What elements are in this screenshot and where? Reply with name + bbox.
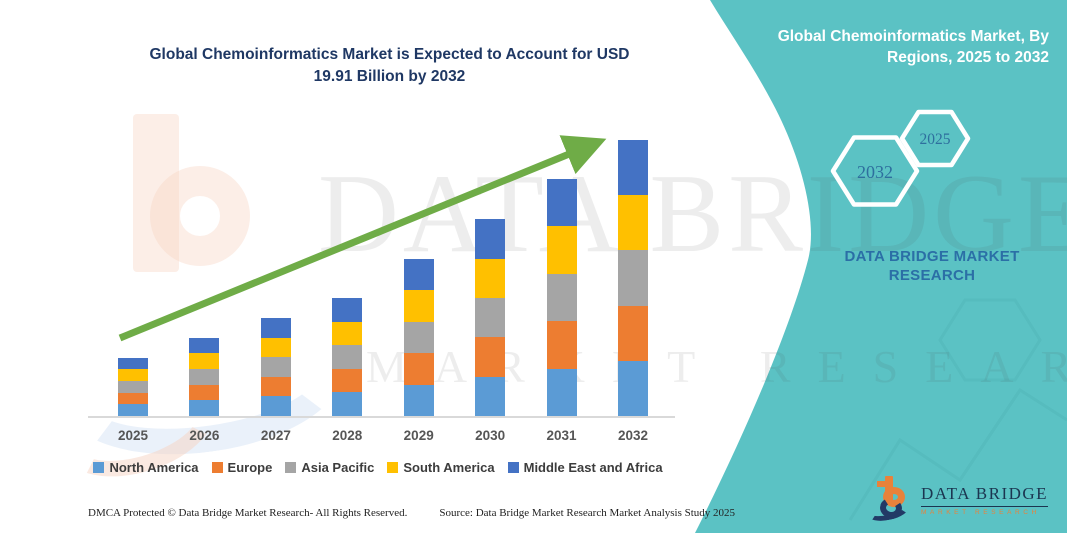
bar-segment-2025-south-america [118,369,148,382]
bar-segment-2032-europe [617,305,648,361]
legend-item-asia-pacific: Asia Pacific [285,460,374,475]
bar-segment-2030-south-america [475,258,506,298]
bar-segment-2030-middle-east-and-africa [475,219,506,259]
bar-chart-plot-area [88,137,675,418]
bar-segment-2026-europe [189,384,220,401]
legend-item-europe: Europe [211,460,273,475]
bar-segment-2031-europe [546,321,577,369]
bar-segment-2028-north-america [332,392,363,416]
bar-segment-2029-middle-east-and-africa [403,258,434,291]
teal-panel-shape [695,0,1067,533]
legend-label: South America [403,460,495,475]
x-axis-label-2025: 2025 [117,428,149,443]
bar-segment-2030-north-america [475,376,506,416]
footer: DMCA Protected © Data Bridge Market Rese… [88,507,735,519]
stacked-bar-2027 [260,318,291,416]
bar-segment-2031-south-america [546,226,577,274]
x-axis-label-2032: 2032 [617,428,648,443]
legend-swatch [93,462,105,473]
bar-segment-2025-middle-east-and-africa [118,357,148,370]
bar-segment-2026-middle-east-and-africa [189,337,220,354]
stacked-bar-2032 [617,140,648,416]
panel-brand-text: DATA BRIDGE MARKET RESEARCH [844,248,1020,284]
hexagon-small-year: 2025 [920,131,951,148]
bar-segment-2032-middle-east-and-africa [617,140,648,196]
bar-segment-2025-europe [118,392,148,405]
bar-segment-2027-asia-pacific [260,357,291,377]
x-axis-labels: 2025 2026 2027 2028 2029 2030 2031 2032 [88,428,675,443]
legend-swatch [285,462,297,473]
bar-segment-2025-north-america [118,404,148,416]
x-axis-label-2026: 2026 [189,428,220,443]
legend-item-south-america: South America [387,460,495,475]
legend-label: Asia Pacific [301,460,375,475]
legend-swatch [507,462,519,473]
logo-flag-shape [877,481,886,487]
company-logo: DATA BRIDGE MARKET RESEARCH [865,472,1062,528]
bar-segment-2030-europe [475,337,506,377]
bar-segment-2028-middle-east-and-africa [332,298,363,322]
hexagon-large [830,135,920,207]
logo-name: DATA BRIDGE [921,484,1049,503]
x-axis-label-2027: 2027 [260,428,291,443]
x-axis-label-2028: 2028 [332,428,363,443]
bar-segment-2027-north-america [260,396,291,416]
bar-segment-2027-europe [260,376,291,397]
bar-segment-2028-south-america [332,321,363,346]
stacked-bar-2028 [332,298,363,416]
bar-segment-2029-asia-pacific [403,321,434,354]
bar-segment-2026-asia-pacific [189,368,220,385]
x-axis-label-2029: 2029 [403,428,434,443]
x-axis-label-2030: 2030 [475,428,506,443]
hexagon-large-year: 2032 [857,162,893,182]
legend-label: Europe [227,460,273,475]
legend-label: North America [109,460,199,475]
panel-heading: Global Chemoinformatics Market, By Regio… [777,28,1049,66]
logo-swoosh-shape [865,497,911,525]
x-axis-label-2031: 2031 [546,428,577,443]
bar-segment-2029-north-america [403,384,434,416]
bar-segment-2032-south-america [617,195,648,251]
stacked-bar-2026 [189,337,220,416]
logo-tagline: MARKET RESEARCH [921,509,1040,516]
bar-segment-2028-europe [332,368,363,393]
bar-segment-2030-asia-pacific [475,297,506,338]
bar-segment-2031-north-america [546,368,577,416]
bar-segment-2032-north-america [617,360,648,416]
panel-watermark-lines [848,298,1067,521]
bar-segment-2027-middle-east-and-africa [260,318,291,338]
stacked-bar-2029 [403,258,434,416]
legend-swatch [387,462,399,473]
bar-segment-2028-asia-pacific [332,345,363,369]
stacked-bar-2030 [475,219,506,416]
chart-title: Global Chemoinformatics Market is Expect… [149,46,630,85]
company-logo-icon [865,476,912,525]
bar-segment-2026-south-america [189,353,220,369]
bar-segment-2031-middle-east-and-africa [546,178,577,227]
logo-bowl-shape [883,487,905,507]
legend-swatch [211,462,223,473]
bar-segment-2031-asia-pacific [546,273,577,322]
stacked-bar-2025 [118,357,148,416]
bar-segment-2025-asia-pacific [118,381,148,393]
bar-segment-2032-asia-pacific [617,250,648,306]
stacked-bar-2031 [546,178,577,416]
legend-label: Middle East and Africa [523,460,663,475]
logo-divider [921,506,1049,507]
bar-segment-2026-north-america [189,400,220,416]
hexagon-small [899,109,971,168]
chart-legend: North America Europe Asia Pacific South Ame… [78,460,678,475]
footer-dmca-text: DMCA Protected © Data Bridge Market Rese… [88,507,408,519]
company-logo-text: DATA BRIDGE MARKET RESEARCH [921,484,1049,516]
bar-segment-2027-south-america [260,337,291,358]
legend-item-north-america: North America [93,460,199,475]
hexagon-year-badges: 2032 2025 [830,109,971,207]
footer-source-text: Source: Data Bridge Market Research Mark… [439,507,736,519]
bar-segment-2029-europe [403,353,434,385]
legend-item-middle-east-and-africa: Middle East and Africa [507,460,663,475]
bar-segment-2029-south-america [403,290,434,322]
